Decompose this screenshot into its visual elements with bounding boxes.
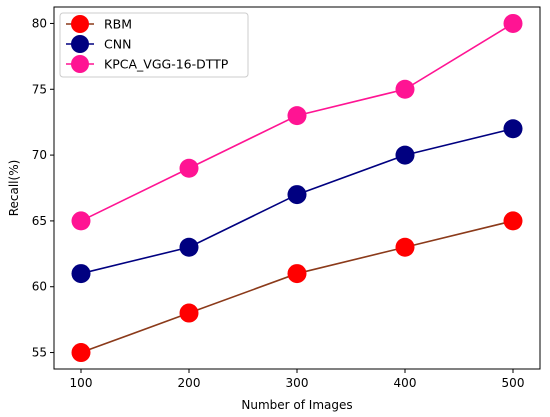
- data-point: [287, 264, 307, 284]
- data-point: [179, 158, 199, 178]
- legend-entry: CNN: [66, 35, 131, 53]
- legend: RBM CNN KPCA_VGG-16-DTTP: [59, 12, 249, 78]
- data-point: [179, 237, 199, 257]
- legend-box: [59, 12, 249, 78]
- legend-entry: KPCA_VGG-16-DTTP: [66, 55, 229, 73]
- legend-label: CNN: [104, 37, 131, 52]
- y-tick-label: 55: [32, 346, 47, 360]
- series-cnn: [71, 119, 523, 284]
- x-axis: 100 200 300 400 500: [70, 369, 525, 390]
- x-tick-label: 400: [394, 376, 417, 390]
- x-tick-label: 500: [502, 376, 525, 390]
- x-tick-label: 300: [286, 376, 309, 390]
- y-tick-label: 65: [32, 214, 47, 228]
- y-tick-label: 70: [32, 148, 47, 162]
- y-tick-label: 60: [32, 280, 47, 294]
- legend-marker: [71, 15, 89, 33]
- data-point: [503, 119, 523, 139]
- data-point: [395, 79, 415, 99]
- y-axis-title: Recall(%): [7, 160, 21, 217]
- legend-marker: [71, 35, 89, 53]
- data-point: [395, 145, 415, 165]
- data-point: [71, 343, 91, 363]
- data-point: [503, 13, 523, 33]
- y-axis: 55 60 65 70 75 80: [32, 16, 54, 360]
- legend-marker: [71, 55, 89, 73]
- x-tick-label: 200: [178, 376, 201, 390]
- y-tick-label: 80: [32, 16, 47, 30]
- x-tick-label: 100: [70, 376, 93, 390]
- series-rbm: [71, 211, 523, 363]
- series-kpca-vgg-16-dttp: [71, 13, 523, 231]
- legend-label: KPCA_VGG-16-DTTP: [104, 57, 229, 72]
- data-point: [287, 106, 307, 126]
- legend-label: RBM: [104, 17, 132, 32]
- legend-entry: RBM: [66, 15, 132, 33]
- data-point: [71, 264, 91, 284]
- data-point: [179, 303, 199, 323]
- data-point: [395, 237, 415, 257]
- y-tick-label: 75: [32, 82, 47, 96]
- data-point: [503, 211, 523, 231]
- data-point: [287, 185, 307, 205]
- x-axis-title: Number of Images: [241, 398, 352, 412]
- data-point: [71, 211, 91, 231]
- plot-marks: [71, 13, 523, 363]
